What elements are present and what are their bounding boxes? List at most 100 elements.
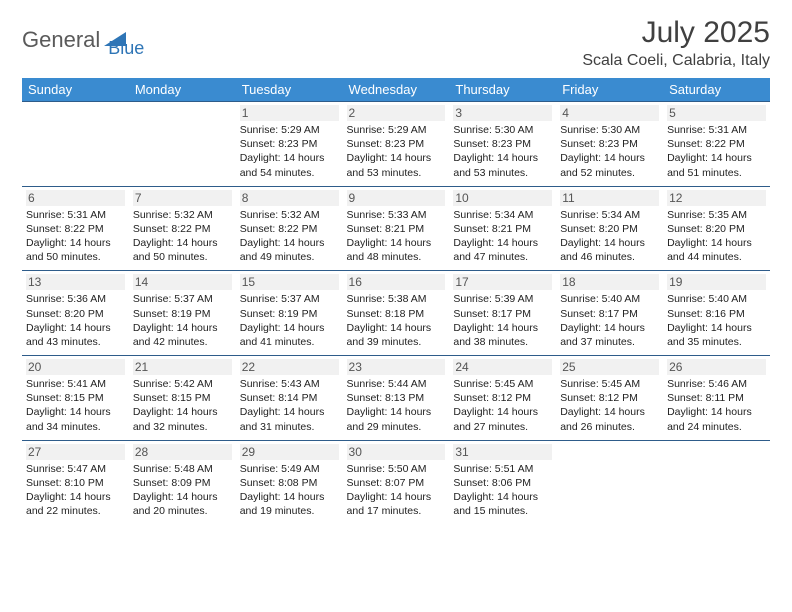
calendar-cell: 1 Sunrise: 5:29 AMSunset: 8:23 PMDaylight…	[236, 102, 343, 187]
day-info: Sunrise: 5:32 AMSunset: 8:22 PMDaylight:…	[133, 208, 232, 265]
day-info: Sunrise: 5:30 AMSunset: 8:23 PMDaylight:…	[453, 123, 552, 180]
day-number: 11	[560, 190, 659, 206]
page-subtitle: Scala Coeli, Calabria, Italy	[582, 52, 770, 70]
day-number: 23	[347, 359, 446, 375]
day-info: Sunrise: 5:41 AMSunset: 8:15 PMDaylight:…	[26, 377, 125, 434]
day-info: Sunrise: 5:31 AMSunset: 8:22 PMDaylight:…	[26, 208, 125, 265]
logo-text-blue: Blue	[108, 38, 144, 59]
day-info: Sunrise: 5:45 AMSunset: 8:12 PMDaylight:…	[453, 377, 552, 434]
calendar-cell: 17 Sunrise: 5:39 AMSunset: 8:17 PMDayligh…	[449, 271, 556, 356]
day-info: Sunrise: 5:37 AMSunset: 8:19 PMDaylight:…	[240, 292, 339, 349]
calendar-cell: 2Sunrise: 5:29 AMSunset: 8:23 PMDaylight…	[343, 102, 450, 187]
day-info: Sunrise: 5:33 AMSunset: 8:21 PMDaylight:…	[347, 208, 446, 265]
day-info: Sunrise: 5:51 AMSunset: 8:06 PMDaylight:…	[453, 462, 552, 519]
weekday-header: Friday	[556, 78, 663, 102]
calendar-cell: 13 Sunrise: 5:36 AMSunset: 8:20 PMDayligh…	[22, 271, 129, 356]
weekday-header: Thursday	[449, 78, 556, 102]
calendar-cell: 22 Sunrise: 5:43 AMSunset: 8:14 PMDayligh…	[236, 356, 343, 441]
day-number: 18	[560, 274, 659, 290]
day-info: Sunrise: 5:40 AMSunset: 8:16 PMDaylight:…	[667, 292, 766, 349]
day-info: Sunrise: 5:46 AMSunset: 8:11 PMDaylight:…	[667, 377, 766, 434]
day-number: 20	[26, 359, 125, 375]
calendar-cell: 19 Sunrise: 5:40 AMSunset: 8:16 PMDayligh…	[663, 271, 770, 356]
calendar-body: 1 Sunrise: 5:29 AMSunset: 8:23 PMDaylight…	[22, 102, 770, 525]
weekday-header: Sunday	[22, 78, 129, 102]
weekday-header: Wednesday	[343, 78, 450, 102]
day-number: 27	[26, 444, 125, 460]
day-info: Sunrise: 5:36 AMSunset: 8:20 PMDaylight:…	[26, 292, 125, 349]
calendar-cell: 27 Sunrise: 5:47 AMSunset: 8:10 PMDayligh…	[22, 440, 129, 524]
day-number: 21	[133, 359, 232, 375]
calendar-cell	[556, 440, 663, 524]
day-info: Sunrise: 5:30 AMSunset: 8:23 PMDaylight:…	[560, 123, 659, 180]
day-number: 13	[26, 274, 125, 290]
day-number: 17	[453, 274, 552, 290]
calendar-cell: 8Sunrise: 5:32 AMSunset: 8:22 PMDaylight…	[236, 186, 343, 271]
calendar-cell: 5 Sunrise: 5:31 AMSunset: 8:22 PMDaylight…	[663, 102, 770, 187]
day-number: 16	[347, 274, 446, 290]
calendar-cell: 26 Sunrise: 5:46 AMSunset: 8:11 PMDayligh…	[663, 356, 770, 441]
day-info: Sunrise: 5:32 AMSunset: 8:22 PMDaylight:…	[240, 208, 339, 265]
weekday-header-row: Sunday Monday Tuesday Wednesday Thursday…	[22, 78, 770, 102]
day-info: Sunrise: 5:39 AMSunset: 8:17 PMDaylight:…	[453, 292, 552, 349]
page-title: July 2025	[582, 16, 770, 50]
day-number: 3	[453, 105, 552, 121]
title-block: July 2025 Scala Coeli, Calabria, Italy	[582, 16, 770, 70]
calendar-cell: 16Sunrise: 5:38 AMSunset: 8:18 PMDayligh…	[343, 271, 450, 356]
day-info: Sunrise: 5:31 AMSunset: 8:22 PMDaylight:…	[667, 123, 766, 180]
day-number: 15	[240, 274, 339, 290]
day-number: 19	[667, 274, 766, 290]
calendar-cell	[663, 440, 770, 524]
calendar-cell: 7 Sunrise: 5:32 AMSunset: 8:22 PMDaylight…	[129, 186, 236, 271]
day-info: Sunrise: 5:49 AMSunset: 8:08 PMDaylight:…	[240, 462, 339, 519]
calendar-cell: 20 Sunrise: 5:41 AMSunset: 8:15 PMDayligh…	[22, 356, 129, 441]
logo-text-general: General	[22, 27, 100, 53]
day-info: Sunrise: 5:42 AMSunset: 8:15 PMDaylight:…	[133, 377, 232, 434]
day-info: Sunrise: 5:40 AMSunset: 8:17 PMDaylight:…	[560, 292, 659, 349]
calendar-cell: 11 Sunrise: 5:34 AMSunset: 8:20 PMDayligh…	[556, 186, 663, 271]
weekday-header: Saturday	[663, 78, 770, 102]
calendar-cell: 25Sunrise: 5:45 AMSunset: 8:12 PMDayligh…	[556, 356, 663, 441]
calendar-cell: 3 Sunrise: 5:30 AMSunset: 8:23 PMDaylight…	[449, 102, 556, 187]
day-number: 26	[667, 359, 766, 375]
calendar-cell: 23 Sunrise: 5:44 AMSunset: 8:13 PMDayligh…	[343, 356, 450, 441]
weekday-header: Monday	[129, 78, 236, 102]
calendar-cell: 28Sunrise: 5:48 AMSunset: 8:09 PMDayligh…	[129, 440, 236, 524]
day-number: 4	[560, 105, 659, 121]
calendar-row: 13 Sunrise: 5:36 AMSunset: 8:20 PMDayligh…	[22, 271, 770, 356]
day-info: Sunrise: 5:35 AMSunset: 8:20 PMDaylight:…	[667, 208, 766, 265]
day-number: 31	[453, 444, 552, 460]
day-number: 12	[667, 190, 766, 206]
day-number: 6	[26, 190, 125, 206]
day-info: Sunrise: 5:45 AMSunset: 8:12 PMDaylight:…	[560, 377, 659, 434]
calendar-cell: 4 Sunrise: 5:30 AMSunset: 8:23 PMDaylight…	[556, 102, 663, 187]
calendar-row: 1 Sunrise: 5:29 AMSunset: 8:23 PMDaylight…	[22, 102, 770, 187]
day-number: 24	[453, 359, 552, 375]
calendar-row: 6 Sunrise: 5:31 AMSunset: 8:22 PMDaylight…	[22, 186, 770, 271]
day-info: Sunrise: 5:50 AMSunset: 8:07 PMDaylight:…	[347, 462, 446, 519]
day-number: 5	[667, 105, 766, 121]
calendar-row: 20 Sunrise: 5:41 AMSunset: 8:15 PMDayligh…	[22, 356, 770, 441]
calendar-cell: 18 Sunrise: 5:40 AMSunset: 8:17 PMDayligh…	[556, 271, 663, 356]
day-info: Sunrise: 5:43 AMSunset: 8:14 PMDaylight:…	[240, 377, 339, 434]
calendar-cell: 14 Sunrise: 5:37 AMSunset: 8:19 PMDayligh…	[129, 271, 236, 356]
day-info: Sunrise: 5:47 AMSunset: 8:10 PMDaylight:…	[26, 462, 125, 519]
calendar-cell: 31 Sunrise: 5:51 AMSunset: 8:06 PMDayligh…	[449, 440, 556, 524]
day-number: 10	[453, 190, 552, 206]
day-number: 28	[133, 444, 232, 460]
calendar-cell: 29Sunrise: 5:49 AMSunset: 8:08 PMDayligh…	[236, 440, 343, 524]
day-info: Sunrise: 5:37 AMSunset: 8:19 PMDaylight:…	[133, 292, 232, 349]
day-number: 1	[240, 105, 339, 121]
day-info: Sunrise: 5:34 AMSunset: 8:20 PMDaylight:…	[560, 208, 659, 265]
day-number: 14	[133, 274, 232, 290]
calendar-cell: 12 Sunrise: 5:35 AMSunset: 8:20 PMDayligh…	[663, 186, 770, 271]
calendar-table: Sunday Monday Tuesday Wednesday Thursday…	[22, 78, 770, 524]
day-number: 22	[240, 359, 339, 375]
calendar-cell	[22, 102, 129, 187]
day-info: Sunrise: 5:29 AMSunset: 8:23 PMDaylight:…	[240, 123, 339, 180]
day-info: Sunrise: 5:44 AMSunset: 8:13 PMDaylight:…	[347, 377, 446, 434]
day-number: 7	[133, 190, 232, 206]
calendar-cell: 10 Sunrise: 5:34 AMSunset: 8:21 PMDayligh…	[449, 186, 556, 271]
day-info: Sunrise: 5:34 AMSunset: 8:21 PMDaylight:…	[453, 208, 552, 265]
calendar-cell: 9Sunrise: 5:33 AMSunset: 8:21 PMDaylight…	[343, 186, 450, 271]
